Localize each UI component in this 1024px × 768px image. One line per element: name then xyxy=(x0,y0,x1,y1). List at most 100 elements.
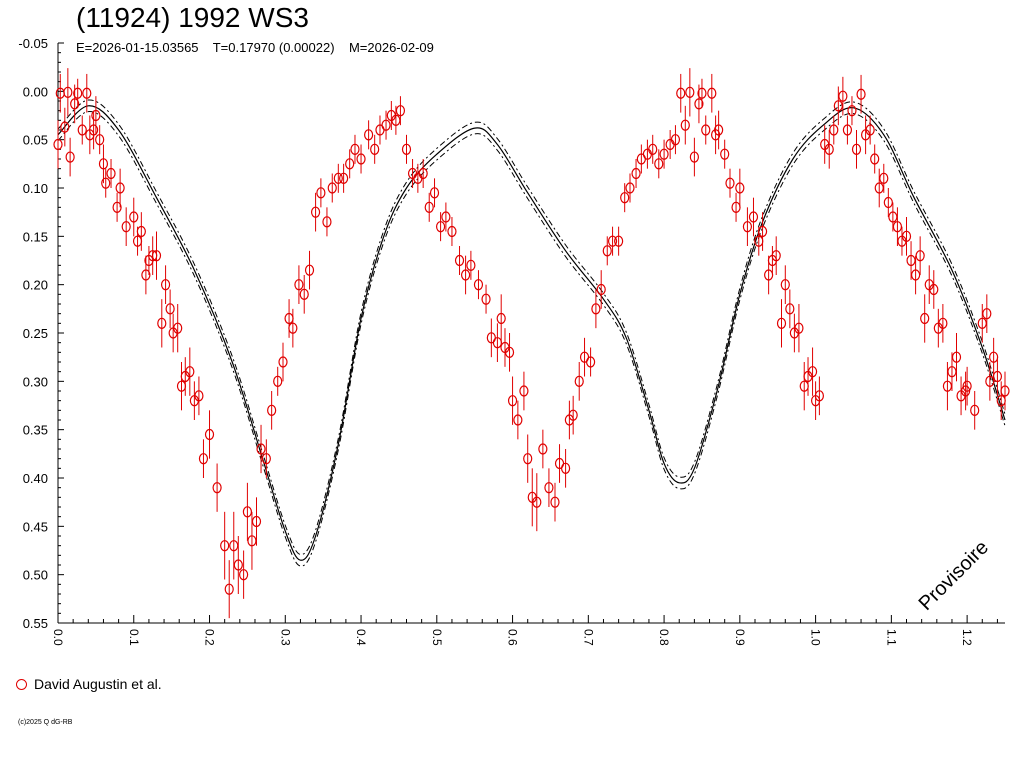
data-point xyxy=(212,463,222,512)
y-tick-label: 0.05 xyxy=(23,133,48,148)
point-marker xyxy=(220,540,230,552)
point-marker xyxy=(701,124,711,136)
point-marker xyxy=(780,279,790,291)
y-tick-label: -0.05 xyxy=(18,36,48,51)
point-marker xyxy=(824,143,834,155)
data-point xyxy=(333,163,343,193)
data-point xyxy=(568,395,578,435)
data-point xyxy=(251,497,262,546)
data-point xyxy=(625,173,635,203)
point-marker xyxy=(851,143,862,155)
data-point xyxy=(992,357,1003,396)
point-marker xyxy=(685,86,695,98)
data-point xyxy=(98,144,109,184)
point-marker xyxy=(327,182,337,194)
data-point xyxy=(89,110,99,150)
point-marker xyxy=(833,100,843,112)
point-marker xyxy=(356,153,366,165)
point-marker xyxy=(496,312,506,325)
point-marker xyxy=(53,138,63,151)
point-marker xyxy=(504,346,515,358)
point-marker xyxy=(141,269,151,281)
point-marker xyxy=(942,380,953,392)
fit-curve-lower xyxy=(57,111,1006,567)
data-point xyxy=(299,275,309,314)
point-marker xyxy=(865,124,875,136)
point-marker xyxy=(82,87,92,99)
data-point xyxy=(985,362,995,401)
data-point xyxy=(63,68,73,117)
data-point xyxy=(665,130,675,159)
data-point xyxy=(267,391,277,430)
data-point xyxy=(492,323,503,362)
point-marker xyxy=(65,151,75,163)
data-point xyxy=(106,159,116,188)
point-marker xyxy=(892,221,903,233)
data-point xyxy=(435,212,446,242)
data-point xyxy=(685,68,695,117)
y-tick-label: 0.35 xyxy=(23,423,48,438)
point-marker xyxy=(982,308,992,320)
point-marker xyxy=(596,283,606,296)
data-point xyxy=(915,236,925,275)
point-marker xyxy=(98,158,109,170)
data-point xyxy=(121,207,131,246)
point-marker xyxy=(874,182,884,194)
point-marker xyxy=(625,182,635,194)
point-marker xyxy=(473,279,484,291)
axes: -0.05 0.00 0.05 0.10 0.15 0.20 0.25 0.30 0.35 0.4… xyxy=(18,36,1005,646)
point-marker xyxy=(961,385,971,397)
data-point xyxy=(273,366,283,396)
data-point xyxy=(911,255,921,295)
point-marker xyxy=(391,114,401,126)
point-marker xyxy=(742,221,753,233)
x-tick-label: 0.4 xyxy=(354,629,368,646)
x-tick-label: 0.3 xyxy=(278,629,292,646)
point-marker xyxy=(507,395,518,407)
point-marker xyxy=(1000,385,1010,397)
data-point xyxy=(364,120,374,150)
data-point xyxy=(151,231,162,280)
data-point xyxy=(550,482,560,522)
point-marker xyxy=(538,443,548,455)
chart-title: (11924) 1992 WS3 xyxy=(76,2,309,33)
point-marker xyxy=(947,366,957,378)
point-marker xyxy=(714,124,724,136)
point-marker xyxy=(173,322,183,334)
point-marker xyxy=(424,201,434,213)
data-point xyxy=(707,73,717,113)
point-marker xyxy=(364,129,374,141)
x-tick-label: 0.7 xyxy=(581,629,595,646)
x-tick-label: 1.2 xyxy=(960,629,974,646)
point-marker xyxy=(294,279,304,291)
data-point xyxy=(874,168,884,208)
data-point xyxy=(680,105,690,145)
point-marker xyxy=(757,225,768,238)
data-point xyxy=(883,188,893,217)
point-marker xyxy=(620,192,630,204)
y-tick-label: 0.20 xyxy=(23,278,48,293)
fit-curve-upper xyxy=(57,99,1006,555)
data-point xyxy=(654,149,664,179)
point-marker xyxy=(842,124,853,136)
point-marker xyxy=(977,317,987,329)
point-marker xyxy=(247,535,257,547)
data-point xyxy=(920,294,930,343)
point-marker xyxy=(89,124,99,136)
data-point xyxy=(735,168,745,208)
point-marker xyxy=(350,143,360,155)
point-marker xyxy=(112,201,122,213)
data-point xyxy=(771,236,781,275)
data-points xyxy=(53,68,1010,619)
data-point xyxy=(807,347,818,396)
point-marker xyxy=(447,225,457,238)
x-tick-label: 0.6 xyxy=(506,629,520,646)
y-tick-label: 0.40 xyxy=(23,471,48,486)
point-marker xyxy=(513,414,523,426)
point-marker xyxy=(915,250,925,262)
data-point xyxy=(742,207,753,246)
data-point xyxy=(714,110,724,150)
data-point xyxy=(65,137,75,177)
point-marker xyxy=(435,221,446,233)
point-marker xyxy=(631,167,641,180)
